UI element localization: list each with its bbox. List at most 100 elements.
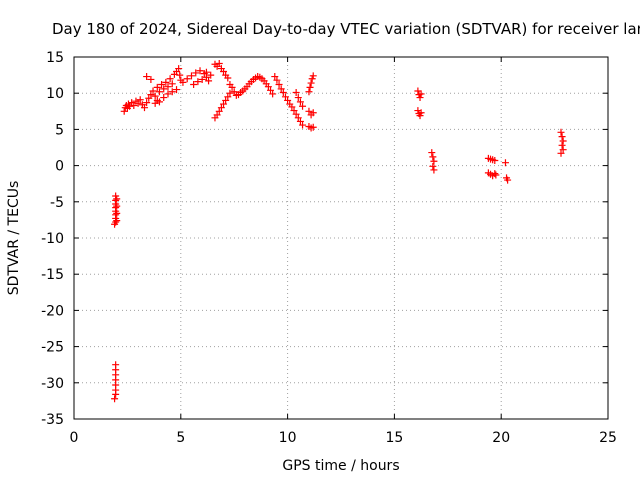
- data-point: [281, 93, 289, 101]
- data-point: [113, 195, 121, 203]
- data-point: [215, 60, 223, 68]
- y-tick-label: -35: [41, 412, 64, 428]
- data-point: [230, 88, 238, 96]
- x-tick-label: 5: [176, 430, 185, 446]
- data-point: [155, 88, 163, 96]
- data-point: [492, 171, 500, 179]
- data-point: [306, 83, 314, 91]
- data-point: [160, 94, 168, 102]
- data-point: [213, 111, 221, 119]
- data-point: [416, 94, 424, 102]
- data-point: [147, 91, 155, 99]
- data-point: [277, 85, 285, 93]
- y-tick-label: -5: [50, 195, 64, 211]
- data-point: [269, 90, 277, 98]
- grid-lines: [74, 57, 608, 419]
- x-tick-label: 15: [385, 430, 403, 446]
- x-axis-label: GPS time / hours: [282, 458, 399, 474]
- data-point: [113, 209, 121, 217]
- data-point: [140, 104, 148, 112]
- data-point: [428, 149, 436, 157]
- data-point: [284, 96, 292, 104]
- data-point: [273, 76, 281, 84]
- data-point: [501, 159, 509, 167]
- y-tick-label: 0: [55, 159, 64, 175]
- data-point: [290, 107, 298, 115]
- data-point: [222, 96, 230, 104]
- data-point: [288, 103, 296, 111]
- data-point: [126, 102, 134, 110]
- data-point: [557, 128, 565, 136]
- data-point: [202, 68, 210, 76]
- data-point: [220, 100, 228, 108]
- data-points: [111, 60, 567, 403]
- data-point: [130, 102, 138, 110]
- data-point: [192, 69, 200, 77]
- data-point: [158, 81, 166, 89]
- data-point: [558, 133, 566, 141]
- y-axis-label: SDTVAR / TECUs: [6, 181, 22, 296]
- data-point: [504, 176, 512, 184]
- data-point: [111, 220, 119, 228]
- data-point: [559, 137, 567, 145]
- y-tick-label: -30: [41, 376, 64, 392]
- x-tick-label: 0: [70, 430, 79, 446]
- y-tick-label: -10: [41, 231, 64, 247]
- data-point: [194, 78, 202, 86]
- data-point: [307, 79, 315, 87]
- x-tick-label: 20: [492, 430, 510, 446]
- data-point: [175, 65, 183, 73]
- data-point: [112, 390, 120, 398]
- data-point: [224, 74, 232, 82]
- data-point: [226, 89, 234, 97]
- data-point: [558, 141, 566, 149]
- data-point: [205, 77, 213, 85]
- data-point: [224, 93, 232, 101]
- x-tick-label: 10: [279, 430, 297, 446]
- data-point: [430, 157, 438, 165]
- data-point: [147, 75, 155, 83]
- y-tick-label: -20: [41, 303, 64, 319]
- data-point: [430, 166, 438, 174]
- data-point: [309, 109, 317, 117]
- y-tick-label: 10: [46, 86, 64, 102]
- data-point: [176, 71, 184, 79]
- data-point: [168, 80, 176, 88]
- data-point: [305, 88, 313, 96]
- data-point: [429, 162, 437, 170]
- data-point: [559, 146, 567, 154]
- data-point: [309, 123, 317, 131]
- data-point: [183, 75, 191, 83]
- data-point: [220, 67, 228, 75]
- data-point: [153, 83, 161, 91]
- data-point: [296, 117, 304, 125]
- data-point: [299, 102, 307, 110]
- data-point: [228, 83, 236, 91]
- data-point: [145, 94, 153, 102]
- chart-title: Day 180 of 2024, Sidereal Day-to-day VTE…: [52, 20, 640, 38]
- data-point: [149, 87, 157, 95]
- data-point: [164, 83, 172, 91]
- data-point: [155, 98, 163, 106]
- data-point: [279, 88, 287, 96]
- data-point: [299, 121, 307, 129]
- data-point: [217, 104, 225, 112]
- data-point: [305, 107, 313, 115]
- data-point: [196, 67, 204, 75]
- data-point: [198, 75, 206, 83]
- data-point: [267, 86, 275, 94]
- data-point: [143, 99, 151, 107]
- data-point: [136, 96, 144, 104]
- data-point: [113, 202, 121, 210]
- data-point: [143, 73, 151, 81]
- data-point: [207, 71, 215, 79]
- data-point: [309, 72, 317, 80]
- data-point: [557, 149, 565, 157]
- data-point: [160, 85, 168, 93]
- data-point: [166, 75, 174, 83]
- y-tick-label: 5: [55, 122, 64, 138]
- data-point: [111, 395, 119, 403]
- y-tick-label: -25: [41, 340, 64, 356]
- data-point: [215, 107, 223, 115]
